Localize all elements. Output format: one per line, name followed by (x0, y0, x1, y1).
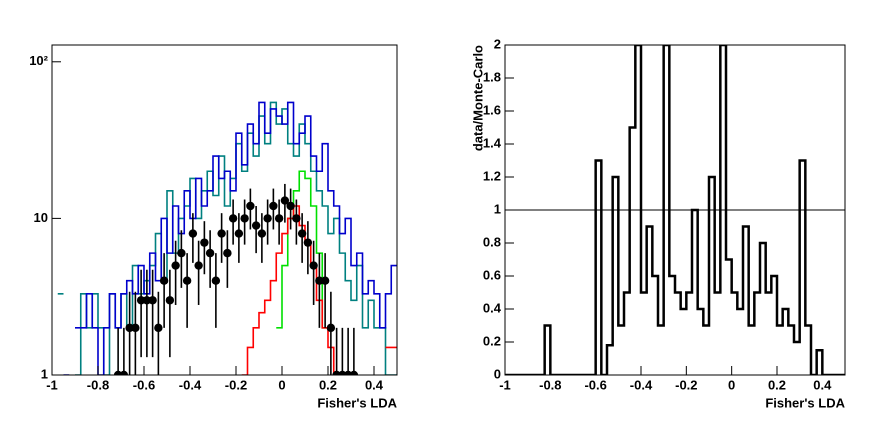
y-tick-label: 2 (494, 36, 501, 51)
plot-area (57, 101, 397, 375)
data-point (349, 370, 359, 375)
frame (51, 44, 398, 376)
y-tick-label: 0 (494, 366, 501, 381)
data-point (171, 261, 180, 270)
data-point (269, 201, 278, 211)
x-tick-label: -0.4 (630, 377, 653, 392)
data-point (274, 214, 284, 223)
histogram-line (276, 170, 328, 329)
x-tick-label: -0.2 (225, 377, 247, 392)
y-tick-label: 1.2 (483, 168, 501, 183)
data-point (240, 214, 249, 223)
x-tick-label: 0 (278, 377, 285, 392)
x-tick-label: 0.2 (319, 377, 337, 392)
data-point (188, 229, 198, 238)
data-point (228, 214, 238, 223)
data-point (131, 323, 140, 333)
x-tick-label: 0.4 (813, 377, 832, 392)
x-tick-label: 0.2 (768, 377, 786, 392)
data-point (326, 323, 336, 333)
data-point (182, 276, 192, 285)
data-point (165, 296, 175, 305)
data-point (320, 276, 330, 285)
histogram-line (63, 101, 397, 375)
y-tick-label: 0.4 (483, 300, 502, 315)
x-tick-label: -0.8 (539, 377, 561, 392)
y-tick-label: 0.2 (483, 333, 501, 348)
y-tick-label: 1 (41, 366, 48, 381)
x-tick-label: -0.6 (584, 377, 606, 392)
data-point (148, 296, 157, 305)
x-tick-label: -1 (46, 377, 58, 392)
data-point (286, 201, 295, 211)
y-tick-label: 1 (494, 201, 501, 216)
data-point (315, 276, 324, 285)
data-point (136, 296, 146, 305)
data-point (154, 323, 163, 333)
x-tick-label: -0.4 (179, 377, 202, 392)
data-point (159, 276, 169, 285)
y-tick-label: 1.4 (483, 135, 502, 150)
x-tick-label: -0.6 (133, 377, 155, 392)
data-point (234, 229, 244, 238)
data-point (303, 238, 313, 247)
x-tick-label: -0.2 (675, 377, 697, 392)
y-tick-label: 1.8 (483, 69, 501, 84)
data-point (119, 370, 129, 375)
x-tick-label: 0 (728, 377, 735, 392)
y-tick-label: 0.6 (483, 267, 501, 282)
data-point (246, 201, 255, 211)
y-tick-label: 10² (29, 53, 48, 68)
y-tick-label: 0.8 (483, 234, 501, 249)
data-point (257, 229, 267, 238)
data-point (217, 229, 226, 238)
data-point (263, 214, 272, 223)
y-tick-label: 10 (34, 210, 48, 225)
x-tick-label: -0.8 (87, 377, 109, 392)
plot-area (505, 45, 845, 375)
data-point (142, 296, 152, 305)
data-point (211, 276, 221, 285)
data-point (292, 214, 301, 223)
data-point (251, 221, 261, 230)
y-tick-label: 1.6 (483, 102, 501, 117)
data-point (223, 248, 232, 258)
histogram-line (505, 45, 845, 375)
data-point (309, 261, 318, 270)
data-point (125, 323, 134, 333)
x-tick-label: 0.4 (365, 377, 384, 392)
y-axis-title: data/Monte-Carlo (470, 45, 485, 151)
data-point (177, 248, 186, 258)
data-point (297, 229, 307, 238)
x-tick-label: -1 (499, 377, 511, 392)
data-point (200, 238, 209, 247)
data-point (280, 196, 290, 205)
x-axis-title: Fisher's LDA (765, 395, 845, 410)
data-point (205, 248, 215, 258)
data-point (194, 261, 203, 270)
x-axis-title: Fisher's LDA (317, 395, 397, 410)
